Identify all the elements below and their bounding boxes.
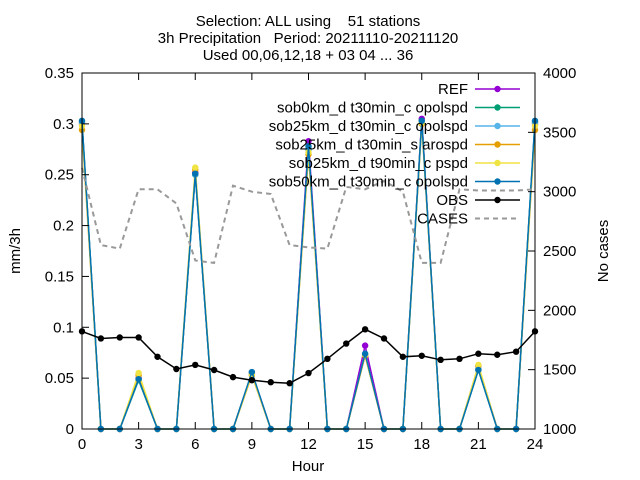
y2-tick-label: 2500	[543, 243, 576, 260]
x-tick-label: 12	[300, 436, 317, 453]
data-point	[418, 352, 425, 359]
legend-swatch-marker	[494, 85, 501, 93]
legend-swatch-marker	[494, 141, 501, 148]
legend-swatch-marker	[494, 104, 501, 111]
data-point	[305, 137, 312, 145]
legend-label: sob50km_d t30min_c opolspd	[269, 174, 468, 191]
title-line-2: 3h Precipitation Period: 20211110-202111…	[158, 30, 459, 47]
x-tick-label: 6	[191, 436, 199, 453]
data-point	[380, 335, 388, 342]
x-tick-label: 21	[470, 436, 487, 453]
y-tick-label: 0.15	[45, 268, 74, 285]
data-point	[248, 376, 256, 384]
legend-swatch-marker	[494, 196, 501, 204]
legend-swatch-marker	[494, 122, 501, 130]
x-tick-label: 24	[527, 436, 544, 453]
series-7	[81, 167, 536, 265]
legend-item: sob25km_d t30min_s arospd	[275, 137, 520, 154]
data-point	[399, 353, 407, 360]
legend-item: REF	[438, 81, 520, 98]
legend-label: OBS	[436, 192, 468, 209]
legend-label: sob25km_d t30min_s arospd	[275, 137, 468, 154]
y-tick-label: 0.05	[45, 370, 74, 387]
data-point	[324, 355, 331, 363]
legend-item: sob50km_d t30min_c opolspd	[269, 174, 520, 191]
data-point	[475, 350, 482, 357]
y-tick-label: 0.25	[45, 167, 74, 184]
data-point	[97, 335, 105, 342]
data-point	[437, 356, 444, 364]
y2-tick-label: 3000	[543, 184, 576, 201]
data-point	[192, 361, 199, 369]
data-point	[210, 366, 218, 374]
x-tick-label: 0	[78, 436, 86, 453]
data-point	[116, 334, 123, 341]
y2-tick-label: 1500	[543, 362, 576, 379]
data-point	[343, 340, 350, 347]
data-point	[229, 373, 237, 381]
data-point	[267, 379, 274, 386]
x-tick-label: 15	[357, 436, 374, 453]
data-point	[361, 350, 369, 357]
y2-tick-label: 1000	[543, 421, 576, 438]
legend-label: sob25km_d t90min_c pspd	[289, 155, 468, 172]
legend-swatch-marker	[494, 178, 501, 185]
data-point	[361, 326, 369, 333]
legend-label: REF	[438, 81, 468, 98]
title-line-3: Used 00,06,12,18 + 03 04 ... 36	[203, 47, 414, 64]
data-point	[248, 368, 256, 376]
data-point	[192, 164, 199, 171]
legend-item: CASES	[417, 211, 520, 228]
data-point	[135, 369, 142, 377]
data-point	[305, 143, 312, 150]
legend-label: sob0km_d t30min_c opolspd	[277, 100, 468, 117]
y-tick-label: 0.3	[53, 116, 74, 133]
data-point	[305, 369, 312, 377]
x-axis-label: Hour	[292, 458, 325, 475]
data-point	[512, 348, 520, 355]
data-point	[361, 342, 369, 349]
x-tick-label: 3	[134, 436, 142, 453]
y2-tick-label: 3500	[543, 124, 576, 141]
legend-label: CASES	[417, 211, 468, 228]
data-point	[192, 170, 199, 177]
y2-tick-label: 2000	[543, 302, 576, 319]
legend-item: sob0km_d t30min_c opolspd	[277, 100, 520, 117]
legend-swatch-marker	[494, 159, 501, 167]
y-tick-label: 0.1	[53, 319, 74, 336]
legend-label: sob25km_d t30min_c opolspd	[269, 118, 468, 135]
x-tick-label: 18	[413, 436, 430, 453]
data-point	[456, 355, 463, 363]
data-point	[173, 365, 180, 373]
title-line-1: Selection: ALL using 51 stations	[196, 13, 421, 30]
chart-title: Selection: ALL using 51 stations 3h Prec…	[158, 13, 459, 64]
data-point	[418, 117, 425, 125]
data-point	[475, 361, 482, 369]
legend-item: sob25km_d t90min_c pspd	[289, 155, 520, 172]
data-point	[154, 353, 161, 360]
y2-axis-label: No cases	[595, 220, 612, 283]
legend-item: sob25km_d t30min_c opolspd	[269, 118, 520, 135]
data-point	[286, 380, 293, 387]
axes-layer: 0 3 6 9 12 15 18 21 24 0 0.05 0.1 0.15 0.2 0.25 0.3 0.35…	[45, 65, 577, 453]
y-axis-label: mm/3h	[7, 228, 24, 274]
series-line	[81, 167, 536, 265]
series-6	[78, 326, 539, 387]
y2-tick-label: 4000	[543, 65, 576, 82]
y-tick-label: 0	[66, 421, 74, 438]
x-tick-label: 9	[248, 436, 256, 453]
data-point	[475, 366, 482, 374]
data-point	[135, 375, 142, 383]
y-tick-label: 0.35	[45, 65, 74, 82]
legend-item: OBS	[436, 192, 520, 209]
data-point	[494, 351, 501, 358]
data-point	[135, 334, 142, 341]
y-tick-label: 0.2	[53, 218, 74, 235]
